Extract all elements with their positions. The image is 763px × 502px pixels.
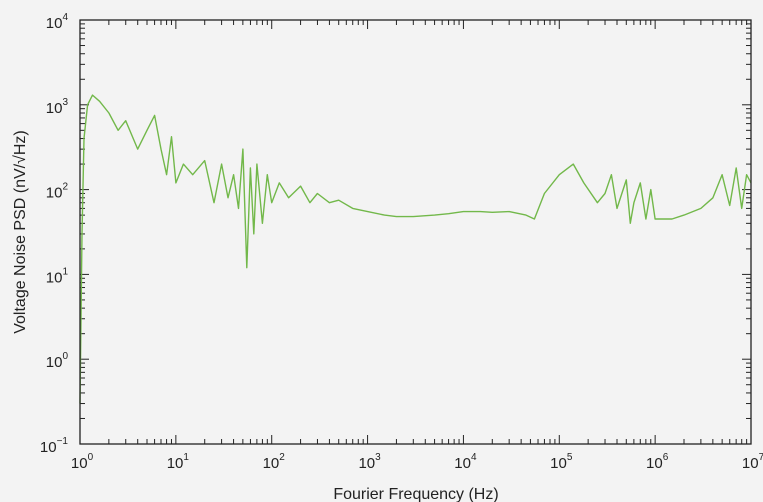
x-tick-label: 106 (646, 452, 669, 472)
tick-labels: 100 101 102 103 104 105 106 10710−1100101102103… (40, 12, 763, 472)
y-axis-label: Voltage Noise PSD (nV/√Hz) (12, 130, 29, 334)
y-tick-label: 101 (46, 266, 69, 286)
tick-marks (79, 19, 752, 445)
x-tick-label-base: 10 (358, 455, 375, 472)
y-tick-label: 104 (46, 12, 69, 32)
y-tick-label-exponent: 0 (62, 351, 68, 362)
y-tick-label: 103 (46, 97, 69, 117)
x-tick-label: 103 (358, 452, 381, 472)
y-tick-label-base: 10 (46, 269, 63, 286)
plot-area (80, 20, 751, 444)
y-tick-label-base: 10 (46, 354, 63, 371)
x-tick-label-exponent: 0 (88, 452, 94, 463)
y-tick-label-base: 10 (40, 439, 57, 456)
x-tick-label: 107 (742, 452, 763, 472)
y-tick-label-exponent: 1 (62, 266, 68, 277)
x-tick-label-base: 10 (71, 455, 88, 472)
x-tick-label: 104 (454, 452, 477, 472)
x-tick-label: 100 (71, 452, 94, 472)
x-tick-label-exponent: 7 (759, 452, 763, 463)
y-tick-label-exponent: 4 (62, 12, 68, 23)
x-tick-label-exponent: 6 (663, 452, 669, 463)
x-tick-label-exponent: 2 (279, 452, 285, 463)
x-tick-label: 105 (550, 452, 573, 472)
x-tick-label-base: 10 (454, 455, 471, 472)
x-tick-label-base: 10 (550, 455, 567, 472)
x-tick-label-exponent: 1 (183, 452, 189, 463)
y-tick-label: 100 (46, 351, 69, 371)
x-tick-label-exponent: 4 (471, 452, 477, 463)
x-tick-label: 102 (263, 452, 286, 472)
x-tick-label-base: 10 (646, 455, 663, 472)
y-tick-label-base: 10 (46, 15, 63, 32)
y-tick-label: 102 (46, 182, 69, 202)
plot-frame (79, 19, 752, 445)
x-tick-label-base: 10 (263, 455, 280, 472)
x-tick-label-base: 10 (167, 455, 184, 472)
x-tick-label-exponent: 5 (567, 452, 573, 463)
y-tick-label-base: 10 (46, 185, 63, 202)
y-tick-label-exponent: 2 (62, 182, 68, 193)
y-tick-label-exponent: 3 (62, 97, 68, 108)
y-tick-label: 10−1 (40, 436, 69, 456)
y-tick-label-base: 10 (46, 100, 63, 117)
x-tick-label-exponent: 3 (375, 452, 381, 463)
series-line (79, 94, 752, 404)
y-tick-label-exponent: −1 (57, 436, 69, 447)
x-tick-label-base: 10 (742, 455, 759, 472)
x-axis-label: Fourier Frequency (Hz) (333, 486, 498, 502)
x-tick-label: 101 (167, 452, 190, 472)
